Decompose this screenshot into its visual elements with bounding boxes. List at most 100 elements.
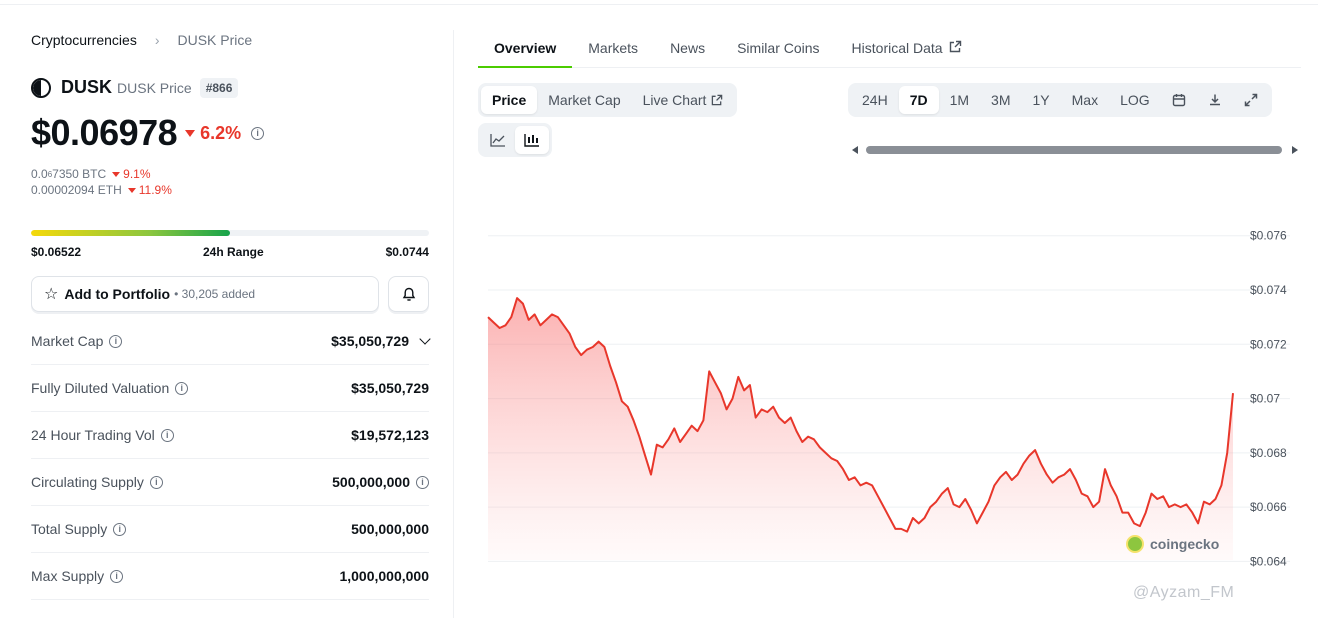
breadcrumb: Cryptocurrencies › DUSK Price bbox=[31, 32, 252, 48]
star-icon: ☆ bbox=[44, 286, 59, 303]
watermark-text: coingecko bbox=[1150, 536, 1220, 552]
scroll-right-icon[interactable] bbox=[1292, 146, 1298, 154]
download-icon bbox=[1209, 94, 1220, 106]
y-tick-label: $0.068 bbox=[1250, 446, 1287, 460]
range-24h[interactable]: 24H bbox=[862, 92, 888, 108]
candlestick-button[interactable] bbox=[515, 126, 549, 154]
stats-table: Market Cap i $35,050,729 Fully Diluted Va… bbox=[31, 318, 431, 600]
calendar-icon bbox=[1172, 94, 1185, 107]
range-label: 24h Range bbox=[202, 245, 264, 259]
stat-value: 1,000,000,000 bbox=[339, 568, 429, 584]
range-log[interactable]: LOG bbox=[1120, 92, 1150, 108]
chart-navigator[interactable] bbox=[852, 145, 1298, 155]
expand-icon bbox=[1244, 93, 1257, 107]
breadcrumb-separator: › bbox=[154, 32, 160, 48]
scroll-left-icon[interactable] bbox=[852, 146, 858, 154]
tab-overview[interactable]: Overview bbox=[478, 30, 573, 68]
stat-value: 500,000,000 bbox=[332, 474, 410, 490]
calendar-button[interactable] bbox=[1161, 86, 1197, 114]
range-fill bbox=[31, 230, 230, 236]
portfolio-count: • 30,205 added bbox=[174, 287, 256, 301]
live-chart-label: Live Chart bbox=[642, 92, 707, 108]
down-triangle-icon bbox=[112, 171, 121, 177]
rank-badge: #866 bbox=[199, 77, 239, 98]
dusk-logo-icon bbox=[31, 77, 51, 98]
y-tick-label: $0.072 bbox=[1250, 337, 1287, 351]
tab-historical-data-label: Historical Data bbox=[851, 40, 943, 56]
tab-news[interactable]: News bbox=[670, 40, 706, 56]
fullscreen-button[interactable] bbox=[1233, 86, 1269, 114]
stat-label: Max Supply bbox=[31, 568, 105, 584]
range-7d[interactable]: 7D bbox=[898, 86, 939, 114]
y-tick-label: $0.076 bbox=[1250, 229, 1287, 243]
eth-price: 0.00002094 ETH 11.9% bbox=[31, 183, 172, 197]
tab-similar-coins[interactable]: Similar Coins bbox=[737, 40, 820, 56]
tab-markets[interactable]: Markets bbox=[588, 40, 639, 56]
range-high: $0.0744 bbox=[385, 245, 429, 259]
info-icon[interactable]: i bbox=[149, 475, 163, 489]
price-change: 6.2% bbox=[185, 123, 241, 144]
range-3m[interactable]: 3M bbox=[991, 92, 1011, 108]
coin-header: DUSK DUSK Price #866 bbox=[31, 77, 239, 98]
stat-value: $35,050,729 bbox=[331, 333, 409, 349]
btc-price-rest: 7350 BTC bbox=[52, 167, 107, 181]
price-chart[interactable]: $0.076 $0.074 $0.072 $0.07 $0.068 $0.066 $0.06… bbox=[478, 190, 1298, 590]
chart-type-live-chart[interactable]: Live Chart bbox=[632, 86, 735, 114]
btc-change: 9.1% bbox=[112, 167, 151, 181]
info-icon[interactable]: i bbox=[113, 522, 127, 536]
stat-row-fdv: Fully Diluted Valuation i $35,050,729 bbox=[31, 365, 429, 412]
time-range-selector: 24H 7D 1M 3M 1Y Max LOG bbox=[848, 83, 1272, 117]
stat-row-volume: 24 Hour Trading Vol i $19,572,123 bbox=[31, 412, 429, 459]
main-tabs: Overview Markets News Similar Coins Hist… bbox=[478, 30, 1301, 68]
tab-historical-data[interactable]: Historical Data bbox=[836, 30, 978, 68]
overlay-watermark: @Ayzam_FM bbox=[1133, 584, 1235, 601]
bell-icon bbox=[402, 287, 415, 301]
chart-type-selector: Price Market Cap Live Chart bbox=[478, 83, 738, 117]
stat-label: 24 Hour Trading Vol bbox=[31, 427, 155, 443]
candlestick-icon bbox=[524, 134, 539, 147]
range-max[interactable]: Max bbox=[1071, 92, 1099, 108]
price-row: $0.06978 6.2% i bbox=[31, 112, 265, 154]
current-price: $0.06978 bbox=[31, 112, 178, 153]
portfolio-label: Add to Portfolio bbox=[64, 286, 171, 302]
download-button[interactable] bbox=[1197, 86, 1233, 114]
chart-style-toggle bbox=[478, 123, 552, 157]
range-low: $0.06522 bbox=[31, 245, 82, 259]
stat-value: $19,572,123 bbox=[351, 427, 429, 443]
y-axis-ticks: $0.076 $0.074 $0.072 $0.07 $0.068 $0.066 $0.06… bbox=[1250, 229, 1287, 569]
scroll-thumb[interactable] bbox=[866, 146, 1282, 154]
range-1m[interactable]: 1M bbox=[949, 92, 970, 108]
info-icon[interactable]: i bbox=[160, 428, 174, 442]
info-icon[interactable]: i bbox=[110, 569, 124, 583]
info-icon[interactable]: i bbox=[109, 334, 123, 348]
add-to-portfolio-button[interactable]: ☆ Add to Portfolio • 30,205 added bbox=[31, 276, 379, 312]
info-icon[interactable]: i bbox=[175, 381, 189, 395]
price-line bbox=[487, 297, 1234, 533]
range-labels: $0.06522 24h Range $0.0744 bbox=[31, 245, 429, 259]
stat-label: Fully Diluted Valuation bbox=[31, 380, 170, 396]
price-alert-button[interactable] bbox=[388, 276, 429, 312]
chevron-down-icon[interactable] bbox=[419, 333, 431, 345]
external-link-icon bbox=[712, 94, 723, 106]
chart-type-market-cap[interactable]: Market Cap bbox=[548, 92, 621, 108]
y-tick-label: $0.064 bbox=[1250, 554, 1287, 568]
eth-price-value: 0.00002094 ETH bbox=[31, 183, 122, 197]
external-link-icon bbox=[949, 40, 961, 53]
panel-divider bbox=[453, 30, 454, 618]
line-chart-button[interactable] bbox=[481, 126, 515, 154]
info-icon[interactable]: i bbox=[251, 126, 265, 140]
y-tick-label: $0.066 bbox=[1250, 500, 1287, 514]
y-tick-label: $0.074 bbox=[1250, 283, 1287, 297]
down-triangle-icon bbox=[185, 129, 196, 137]
btc-price: 0.0 6 7350 BTC 9.1% bbox=[31, 167, 151, 181]
coingecko-logo-icon bbox=[1126, 535, 1144, 553]
stat-label: Market Cap bbox=[31, 333, 104, 349]
stat-row-total-supply: Total Supply i 500,000,000 bbox=[31, 506, 429, 553]
coin-symbol: DUSK bbox=[61, 77, 113, 97]
top-divider bbox=[0, 4, 1318, 5]
chart-type-price[interactable]: Price bbox=[481, 86, 538, 114]
eth-change-value: 11.9% bbox=[138, 183, 172, 197]
range-1y[interactable]: 1Y bbox=[1032, 92, 1050, 108]
info-icon[interactable]: i bbox=[416, 475, 429, 489]
breadcrumb-root[interactable]: Cryptocurrencies bbox=[31, 32, 137, 48]
